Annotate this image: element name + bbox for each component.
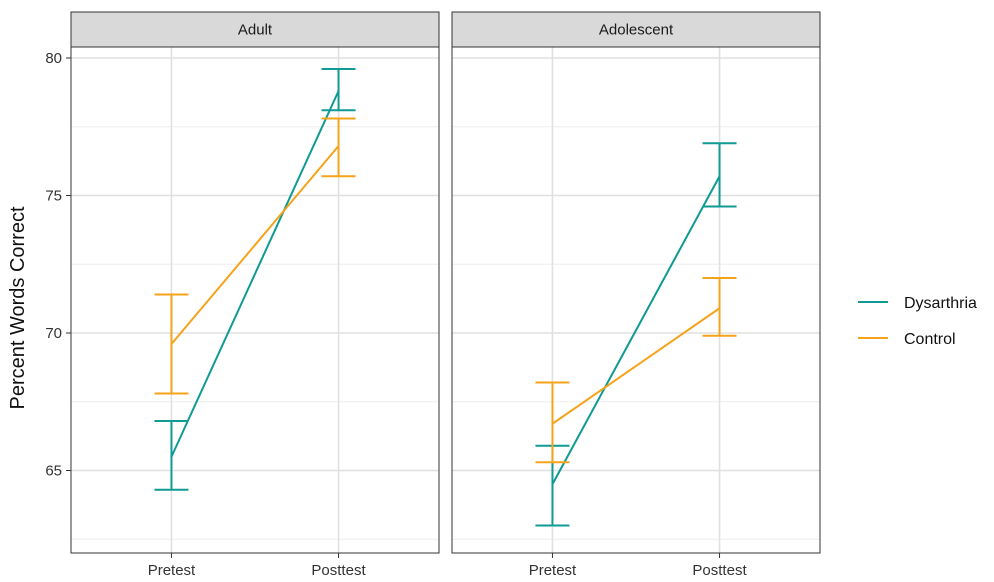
- error-bar-dysarthria: [321, 68, 356, 112]
- y-tick-label: 80: [45, 50, 62, 67]
- legend-item-control: Control: [858, 331, 956, 348]
- panel-border: [451, 46, 821, 554]
- error-bar-control: [535, 381, 570, 464]
- x-tick-label: Posttest: [692, 562, 747, 579]
- series-line-dysarthria: [551, 175, 721, 485]
- error-bar-dysarthria: [702, 142, 737, 208]
- facet-strip-label: Adolescent: [599, 22, 674, 39]
- y-tick-label: 70: [45, 325, 62, 342]
- x-tick-label: Posttest: [311, 562, 366, 579]
- y-tick-label: 65: [45, 463, 62, 480]
- panel-border: [70, 46, 440, 554]
- facet-strip-label: Adult: [238, 22, 273, 39]
- facet-strip: [451, 11, 821, 48]
- legend-label: Dysarthria: [904, 295, 977, 312]
- series-line-control: [551, 307, 721, 425]
- series-line-dysarthria: [170, 90, 340, 458]
- error-bar-control: [702, 277, 737, 337]
- error-bar-control: [154, 293, 189, 395]
- series-line-control: [170, 145, 340, 345]
- legend-item-dysarthria: Dysarthria: [858, 295, 977, 312]
- x-tick-label: Pretest: [148, 562, 196, 579]
- legend-label: Control: [904, 331, 956, 348]
- error-bar-control: [321, 117, 356, 178]
- x-tick-label: Pretest: [529, 562, 577, 579]
- plot-background: [452, 47, 820, 553]
- panel-adult: Adult Pretest Posttest 65 70 75 80: [45, 11, 440, 579]
- plot-background: [71, 47, 439, 553]
- y-tick-label: 75: [45, 188, 62, 205]
- legend: Dysarthria Control: [858, 295, 977, 348]
- y-axis-title: Percent Words Correct: [7, 206, 29, 409]
- facet-strip: [70, 11, 440, 48]
- facet-panels: Adult Pretest Posttest 65 70 75 80 Adolescent Pr…: [45, 11, 821, 579]
- panel-adolescent: Adolescent Pretest Posttest: [451, 11, 821, 579]
- error-bar-dysarthria: [154, 420, 189, 491]
